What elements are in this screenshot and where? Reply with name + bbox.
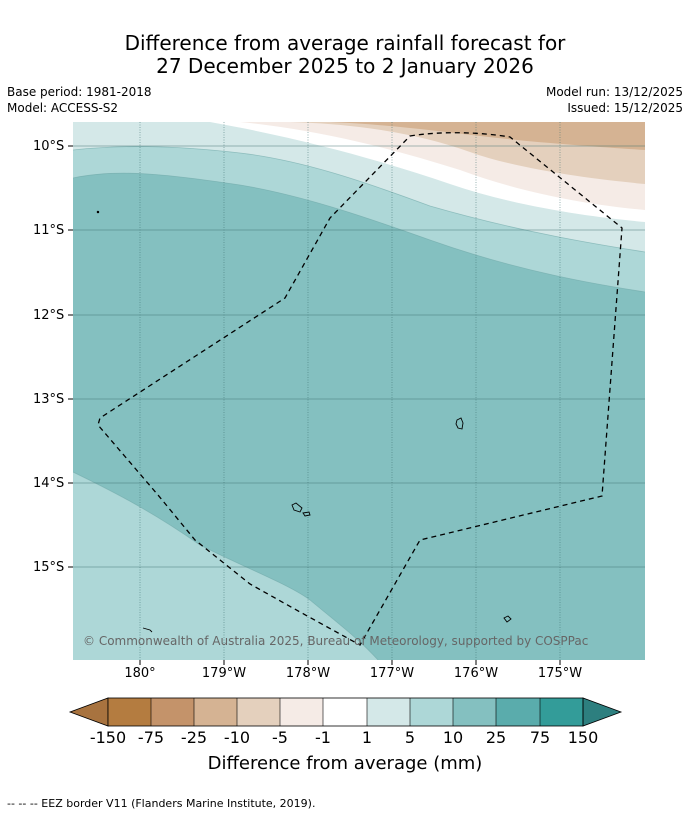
base-period-text: Base period: 1981-2018	[7, 85, 152, 99]
island-east	[455, 417, 464, 430]
colorbar-label-25: 25	[485, 728, 507, 747]
colorbar-swatch-3	[194, 698, 237, 726]
islet-northwest	[96, 210, 100, 214]
issued-text: Issued: 15/12/2025	[567, 101, 683, 115]
band-5-to-10-southwest	[73, 472, 378, 660]
longitude-label-176w: 176°W	[453, 666, 499, 681]
colorbar-label-minus1: -1	[315, 728, 331, 747]
latitude-label-15s: 15°S	[33, 560, 65, 575]
colorbar-swatch-4	[237, 698, 280, 726]
latitude-ticks	[68, 145, 73, 568]
islet-south-central	[302, 511, 311, 517]
colorbar-label-5: 5	[404, 728, 416, 747]
longitude-label-178w: 178°W	[285, 666, 331, 681]
colorbar-label-minus5: -5	[272, 728, 288, 747]
band-minus25-to-minus10	[330, 122, 645, 150]
longitude-label-177w: 177°W	[369, 666, 415, 681]
island-southeast	[503, 615, 512, 623]
copyright-notice: © Commonwealth of Australia 2025, Bureau…	[83, 634, 589, 648]
longitude-label-179w: 179°W	[201, 666, 247, 681]
latitude-label-13s: 13°S	[33, 392, 65, 407]
colorbar-swatch-2	[151, 698, 194, 726]
colorbar-title: Difference from average (mm)	[207, 753, 483, 774]
island-outlines	[96, 210, 512, 633]
colorbar-swatch-10	[496, 698, 540, 726]
colorbar-swatch-6	[323, 698, 367, 726]
longitude-label-175w: 175°W	[537, 666, 583, 681]
rainfall-map-area	[73, 122, 645, 660]
model-text: Model: ACCESS-S2	[7, 101, 119, 115]
contour-lines	[73, 146, 645, 660]
colorbar	[68, 697, 623, 727]
colorbar-label-minus25: -25	[180, 728, 208, 747]
colorbar-label-10: 10	[442, 728, 464, 747]
island-south-central	[291, 502, 303, 513]
colorbar-outline	[107, 697, 584, 727]
title-line-2: 27 December 2025 to 2 January 2026	[156, 54, 534, 78]
colorbar-label-minus150: -150	[89, 728, 127, 747]
graticule-longitude	[139, 122, 561, 660]
colorbar-label-minus10: -10	[223, 728, 251, 747]
colorbar-swatch-11	[540, 698, 583, 726]
latitude-label-14s: 14°S	[33, 476, 65, 491]
title-line-1: Difference from average rainfall forecas…	[124, 31, 566, 55]
colorbar-label-1: 1	[361, 728, 373, 747]
model-run-text: Model run: 13/12/2025	[545, 85, 683, 99]
latitude-label-11s: 11°S	[33, 223, 65, 238]
colorbar-swatch-5	[280, 698, 323, 726]
colorbar-extend-low	[68, 697, 109, 727]
latitude-label-10s: 10°S	[33, 139, 65, 154]
colorbar-label-minus75: -75	[137, 728, 165, 747]
longitude-label-180: 180°	[124, 666, 156, 681]
eez-border	[97, 132, 623, 646]
eez-footnote: -- -- -- EEZ border V11 (Flanders Marine…	[7, 797, 316, 810]
islet-southwest	[142, 627, 153, 633]
colorbar-label-150: 150	[567, 728, 599, 747]
latitude-label-12s: 12°S	[33, 308, 65, 323]
colorbar-swatch-9	[453, 698, 496, 726]
colorbar-extend-high	[582, 697, 623, 727]
colorbar-swatch-8	[410, 698, 453, 726]
colorbar-label-75: 75	[529, 728, 551, 747]
graticule-latitude	[73, 145, 645, 568]
colorbar-swatch-1	[108, 698, 151, 726]
colorbar-dividers	[150, 698, 541, 726]
colorbar-swatch-7	[367, 698, 410, 726]
longitude-ticks	[139, 660, 561, 665]
